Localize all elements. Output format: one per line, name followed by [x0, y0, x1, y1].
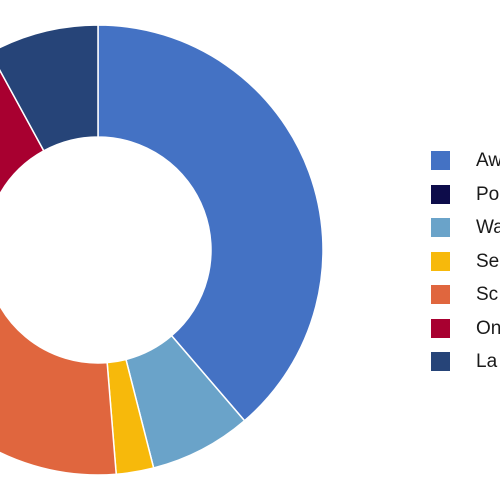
legend-label: Aw [476, 150, 500, 171]
slice-aw [97, 24, 324, 422]
legend-swatch [431, 218, 450, 237]
legend-swatch [431, 352, 450, 371]
legend-item: Sc [431, 285, 500, 319]
slice-la [0, 24, 99, 152]
legend-label: On [476, 317, 500, 339]
legend-label: La [476, 351, 498, 372]
legend-swatch [431, 151, 450, 170]
legend-label: Sc [476, 284, 499, 305]
legend-swatch [431, 184, 450, 204]
slice-on [0, 69, 45, 196]
legend-swatch [431, 318, 450, 338]
legend-item: Wa [431, 218, 500, 252]
legend-item: Se [431, 250, 500, 286]
slice-sc [0, 304, 118, 476]
legend-swatch [431, 285, 450, 304]
legend-label: Wa [476, 217, 500, 238]
legend-swatch [431, 251, 450, 271]
legend-item: La [431, 352, 500, 386]
legend-label: Po [476, 183, 500, 205]
legend-label: Se [476, 250, 500, 272]
legend: Aw Po Wa Se Sc On La [431, 151, 500, 386]
legend-item: On [431, 317, 500, 353]
legend-item: Po [431, 183, 500, 219]
legend-item: Aw [431, 151, 500, 185]
